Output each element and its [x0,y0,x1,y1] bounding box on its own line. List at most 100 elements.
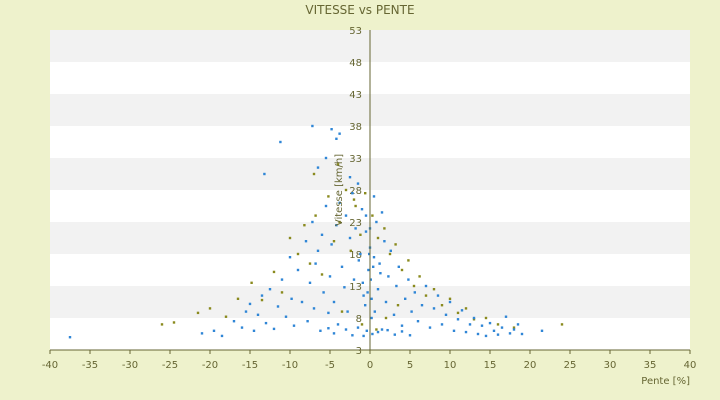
scatter-point [480,324,484,327]
scatter-point [360,208,364,211]
scatter-point [360,323,364,326]
scatter-point [351,192,354,195]
scatter-point [376,288,380,291]
scatter-point [488,321,492,325]
scatter-point [320,233,324,236]
y-tick-label: 33 [349,154,362,165]
scatter-point [351,334,354,337]
scatter-point [260,298,264,302]
scatter-point [236,297,240,300]
scatter-point [496,333,500,336]
scatter-point [322,291,325,294]
scatter-point [394,243,397,246]
scatter-point [324,156,328,160]
scatter-point [330,243,333,246]
scatter-point [369,278,372,281]
scatter-point [407,278,410,281]
scatter-point [340,265,344,268]
scatter-point [516,323,520,326]
scatter-point [424,294,428,297]
scatter-point [456,311,460,315]
scatter-point [375,220,378,224]
scatter-point [383,227,386,230]
scatter-point [296,268,300,272]
scatter-point [484,316,488,320]
scatter-point [290,297,293,300]
scatter-point [364,304,367,307]
scatter-point [279,140,282,144]
scatter-point [348,176,352,179]
scatter-point [520,332,524,336]
scatter-point [308,281,312,284]
scatter-point [343,286,346,289]
scatter-point [328,275,332,278]
scatter-point [312,307,316,310]
scatter-point [512,328,516,331]
scatter-point [410,310,413,313]
scatter-point [356,326,360,329]
scatter-point [432,288,436,291]
scatter-point [364,230,368,233]
scatter-point [464,307,468,310]
x-tick-label: 5 [407,360,413,371]
scatter-point [400,324,404,327]
scatter-point [68,336,72,339]
scatter-point [324,204,328,208]
y-tick-label: 48 [349,58,362,69]
x-tick-label: -35 [82,360,98,371]
scatter-point [332,240,336,243]
scatter-point [356,182,360,185]
scatter-point [386,328,389,332]
scatter-point [416,320,420,323]
scatter-point [372,265,375,268]
scatter-point [440,304,444,307]
scatter-point [212,329,216,332]
scatter-point [357,259,360,262]
x-tick-label: 10 [444,360,457,371]
x-tick-label: -20 [202,360,218,371]
scatter-point [484,334,488,338]
scatter-point [263,172,266,176]
scatter-point [272,327,276,331]
scatter-point [306,320,309,323]
scatter-point [244,310,248,313]
scatter-point [440,323,444,326]
scatter-point [338,201,341,204]
scatter-point [380,211,384,214]
x-axis-label: Pente [%] [641,376,690,387]
scatter-point [224,315,228,318]
scatter-point [364,214,368,217]
scatter-point [397,265,400,268]
scatter-point [452,329,456,332]
scatter-point [400,268,404,272]
series-1-points [68,124,544,339]
x-tick-label: -10 [282,360,298,371]
scatter-point [370,297,373,300]
y-axis-label: Vitesse [km/h] [334,154,345,226]
scatter-point [260,294,264,297]
scatter-point [320,273,324,276]
scatter-point [344,328,348,331]
scatter-point [464,330,468,334]
scatter-point [376,330,380,334]
scatter-point [312,172,316,176]
scatter-point [395,284,398,288]
scatter-point [362,334,365,338]
scatter-point [352,198,356,201]
scatter-point [208,307,212,310]
y-tick-label: 13 [349,282,362,293]
scatter-point [396,304,400,307]
y-tick-label: 53 [349,26,362,37]
scatter-point [376,236,380,240]
scatter-point [508,332,512,335]
x-tick-label: 0 [367,360,373,371]
scatter-point [432,307,436,310]
scatter-point [304,240,308,243]
scatter-point [196,311,200,315]
y-tick-label: 28 [349,186,362,197]
y-tick-label: 38 [349,122,362,133]
scatter-point [276,305,280,308]
scatter-point [359,252,362,256]
x-tick-label: 40 [684,360,697,371]
scatter-point [412,284,416,288]
